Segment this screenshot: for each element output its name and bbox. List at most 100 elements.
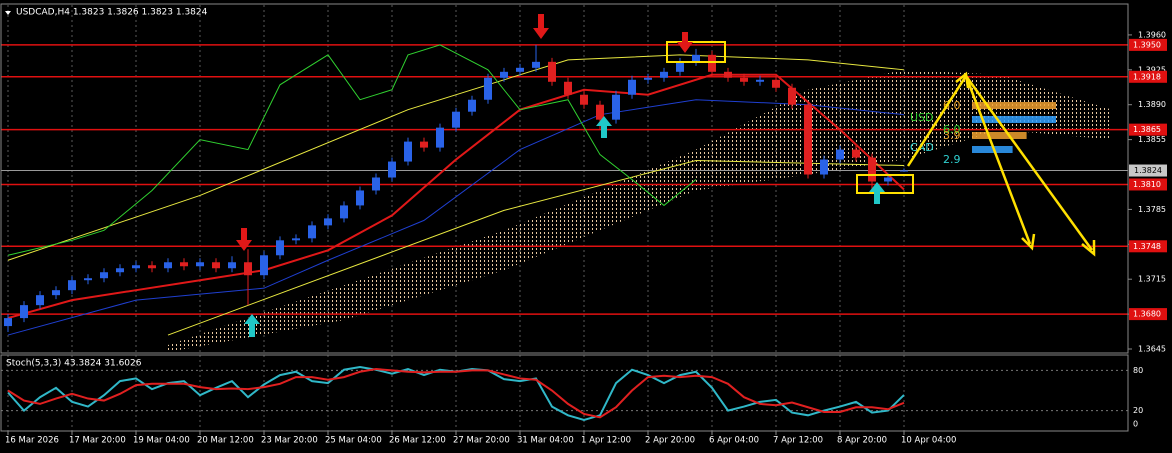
arrow-head (955, 71, 970, 89)
candle-body (404, 141, 412, 162)
level-label-box (1129, 308, 1167, 321)
strength-value: 2.9 (943, 153, 961, 166)
candle-body (900, 170, 908, 172)
candle-body (116, 268, 124, 273)
level-label: 1.3748 (1133, 242, 1161, 251)
level-label: 1.3918 (1133, 72, 1161, 81)
y-tick-label: 0 (1133, 420, 1138, 429)
level-label-box (1129, 178, 1167, 191)
projection-arrows (906, 71, 1096, 257)
buy-arrow (596, 116, 612, 138)
level-label: 1.3950 (1133, 40, 1161, 49)
x-tick-label: 23 Mar 20:00 (261, 436, 318, 446)
candle-body (84, 278, 92, 281)
x-tick-label: 7 Apr 12:00 (773, 436, 823, 446)
level-label: 1.3865 (1133, 125, 1161, 134)
candle-body (788, 87, 796, 105)
candle-body (260, 255, 268, 276)
annotations (236, 14, 1096, 337)
x-tick-label: 26 Mar 12:00 (389, 436, 446, 446)
candle-body (772, 79, 780, 88)
y-tick-label: 1.3960 (1138, 30, 1166, 39)
x-tick-label: 31 Mar 04:00 (517, 436, 574, 446)
candle-body (612, 94, 620, 120)
buy-arrow (244, 314, 260, 337)
candle-body (340, 205, 348, 219)
last-price-label: 1.3824 (1134, 166, 1162, 175)
currency-name: CAD (910, 141, 934, 154)
candle-body (372, 177, 380, 191)
x-tick-label: 17 Mar 20:00 (69, 436, 126, 446)
candle-body (36, 295, 44, 306)
buy-signals (244, 116, 885, 337)
candle-body (148, 265, 156, 269)
arrow-head (1021, 233, 1036, 251)
candle-body (580, 94, 588, 105)
level-label: 1.3810 (1133, 180, 1161, 189)
sell-arrow (236, 228, 252, 251)
candle-body (212, 262, 220, 269)
candle-body (308, 225, 316, 239)
candle-body (516, 67, 524, 72)
candle-body (356, 190, 364, 206)
candle-body (436, 127, 444, 148)
candle-body (852, 149, 860, 158)
level-label-box (1129, 38, 1167, 51)
menu-arrow[interactable] (5, 11, 11, 15)
candle-body (164, 262, 172, 269)
strength-bar (972, 116, 1056, 123)
strength-value: 3.9 (943, 129, 961, 142)
candle-body (660, 71, 668, 78)
candle-body (868, 157, 876, 182)
plot: 16 Mar 2026 17 Mar 20:00 19 Mar 04:00 20 Ma… (1, 5, 1167, 446)
x-tick-label: 10 Apr 04:00 (901, 436, 956, 446)
candle-body (628, 79, 636, 95)
projection-line (964, 75, 1094, 251)
candle-body (484, 77, 492, 100)
x-tick-label: 1 Apr 12:00 (581, 436, 631, 446)
indicator-line (7, 54, 905, 261)
strength-value: 6.0 (943, 123, 961, 136)
sell-arrow (677, 32, 693, 53)
x-tick-label: 2 Apr 20:00 (645, 436, 695, 446)
candle-body (4, 318, 12, 327)
level-label: 1.3680 (1133, 310, 1161, 319)
ichimoku-cloud (168, 69, 1112, 352)
candle-body (692, 54, 700, 62)
candle-body (68, 280, 76, 291)
candle-body (452, 111, 460, 128)
candle-body (244, 262, 252, 276)
candle-body (132, 265, 140, 269)
sell-signals (236, 14, 693, 251)
highlight-box (856, 174, 914, 194)
level-label-box (1129, 240, 1167, 253)
y-tick-label: 1.3890 (1138, 100, 1166, 109)
candle-body (532, 61, 540, 68)
candle-body (420, 141, 428, 148)
indicator-title: Stoch(5,3,3) 43.3824 31.6026 (6, 359, 142, 369)
x-tick-label: 16 Mar 2026 (5, 436, 59, 446)
y-tick-label: 80 (1133, 366, 1143, 375)
candle-body (804, 104, 812, 175)
candle-body (500, 71, 508, 78)
candle-body (644, 77, 652, 80)
candle-body (564, 81, 572, 95)
x-tick-label: 27 Mar 20:00 (453, 436, 510, 446)
candle-body (100, 272, 108, 279)
level-label-box (1129, 70, 1167, 83)
stoch-line (7, 368, 905, 419)
strength-bar (972, 132, 1027, 139)
indicator-line (7, 73, 905, 320)
stoch-pane-frame (0, 354, 1129, 432)
strength-bar (972, 102, 1056, 109)
strength-value: 6.0 (943, 99, 961, 112)
candle-body (468, 99, 476, 112)
buy-arrow (869, 182, 885, 204)
y-tick-label: 1.3925 (1138, 65, 1166, 74)
candle-body (548, 61, 556, 82)
candle-body (228, 262, 236, 269)
x-tick-label: 20 Mar 12:00 (197, 436, 254, 446)
candle-body (324, 218, 332, 226)
indicator-line (7, 44, 697, 256)
